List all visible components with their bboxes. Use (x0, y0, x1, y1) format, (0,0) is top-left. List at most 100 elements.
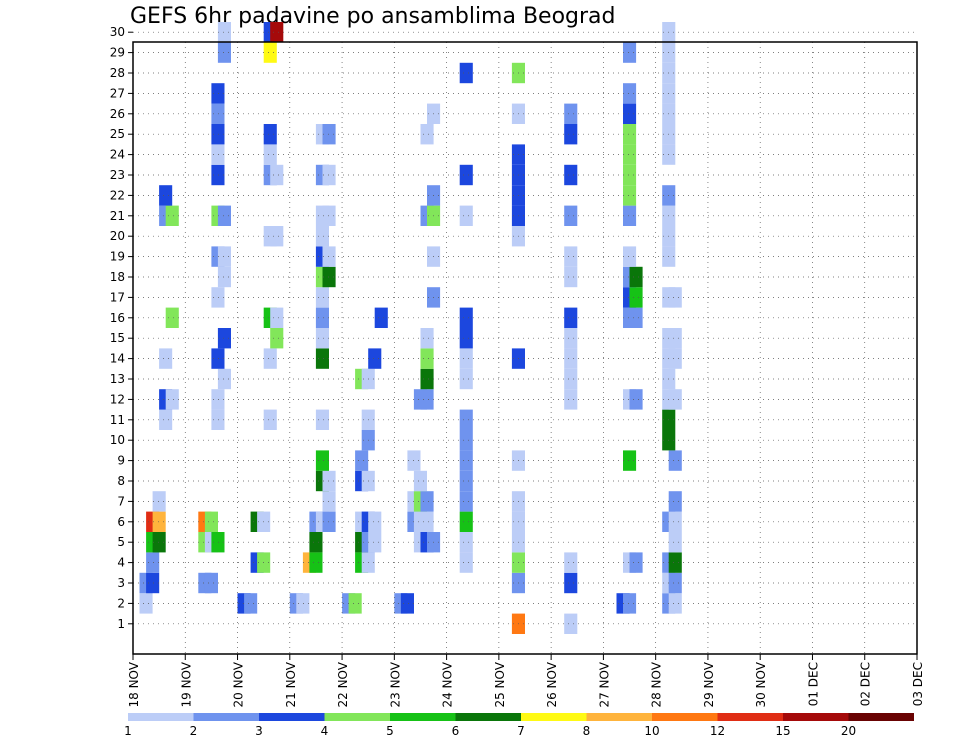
y-tick-label: 20 (110, 229, 125, 243)
y-tick-label: 14 (110, 352, 125, 366)
y-tick-label: 7 (117, 494, 125, 508)
heat-cell (668, 572, 682, 594)
heat-cell (211, 103, 225, 124)
legend-swatch (259, 713, 325, 721)
heat-cell (668, 491, 682, 512)
x-tick-label: 23 NOV (388, 661, 402, 707)
legend-swatch (652, 713, 718, 721)
heat-cell (270, 164, 284, 186)
heat-cell (668, 287, 682, 308)
y-tick-label: 19 (110, 250, 125, 264)
legend-swatch (324, 713, 390, 721)
heat-cell (623, 246, 637, 267)
heat-cell (564, 572, 578, 594)
heat-cell (348, 593, 362, 614)
heat-cell (668, 552, 682, 573)
heat-cell (146, 572, 160, 594)
heat-cell (152, 511, 166, 532)
heat-cell (159, 409, 173, 430)
heat-cell (296, 593, 310, 614)
heat-cell (564, 205, 578, 226)
legend-label: 7 (517, 724, 525, 738)
heat-cell (623, 593, 637, 614)
heat-cell (211, 144, 225, 165)
legend-label: 2 (190, 724, 198, 738)
y-tick-label: 5 (117, 535, 125, 549)
heat-cell (564, 124, 578, 145)
heat-cell (204, 572, 218, 594)
heat-cell (623, 124, 637, 145)
heat-cell (270, 328, 284, 349)
x-tick-label: 21 NOV (284, 661, 298, 707)
heat-cell (368, 511, 382, 532)
heat-cell (315, 348, 329, 369)
heat-cell (211, 389, 225, 410)
heat-cell (152, 532, 166, 553)
y-tick-label: 22 (110, 188, 125, 202)
legend-swatch (455, 713, 521, 721)
heat-cell (564, 266, 578, 288)
heat-cell (459, 450, 473, 471)
heat-cell (420, 511, 434, 532)
legend-label: 1 (124, 724, 132, 738)
heat-cell (459, 368, 473, 390)
legend-label: 3 (255, 724, 263, 738)
heat-cell (211, 409, 225, 430)
y-tick-label: 11 (110, 413, 125, 427)
heat-cell (315, 287, 329, 308)
heat-cell (459, 307, 473, 328)
heat-cell (374, 307, 388, 328)
heat-cell (420, 348, 434, 369)
x-tick-label: 24 NOV (441, 661, 455, 707)
heat-cell (623, 144, 637, 165)
plot-frame (132, 41, 918, 655)
y-tick-label: 23 (110, 168, 125, 182)
heat-cell (315, 450, 329, 471)
x-tick-label: 30 NOV (754, 661, 768, 707)
heat-cell (564, 613, 578, 634)
heat-cell (165, 389, 179, 410)
heat-cell (315, 226, 329, 247)
y-tick-label: 21 (110, 209, 125, 223)
legend-swatch (586, 713, 652, 721)
heat-cell (668, 450, 682, 471)
heat-cell (413, 470, 427, 492)
grid-layer (133, 31, 917, 654)
legend-swatch (128, 713, 194, 721)
heat-cell (623, 103, 637, 124)
heat-cell (211, 532, 225, 553)
y-tick-label: 2 (117, 596, 125, 610)
heat-cell (459, 470, 473, 492)
heat-cell (309, 552, 323, 573)
y-tick-label: 3 (117, 576, 125, 590)
heat-cell (420, 124, 434, 145)
heat-cell (270, 307, 284, 328)
heat-cell (629, 389, 643, 410)
x-tick-label: 02 DEC (859, 662, 873, 706)
heat-cell (368, 532, 382, 553)
y-tick-label: 26 (110, 107, 125, 121)
legend-label: 15 (775, 724, 790, 738)
legend-label: 6 (452, 724, 460, 738)
y-tick-label: 24 (110, 148, 125, 162)
heat-cell (623, 83, 637, 104)
legend-label: 8 (583, 724, 591, 738)
heat-cell (263, 409, 277, 430)
heat-cell (459, 491, 473, 512)
heat-cell (217, 42, 231, 63)
heat-cell (459, 511, 473, 532)
heat-cell (459, 430, 473, 451)
y-tick-label: 30 (110, 25, 125, 39)
x-tick-label: 19 NOV (179, 661, 193, 707)
y-tick-label: 27 (110, 86, 125, 100)
heat-cell (217, 368, 231, 390)
heat-cell (322, 205, 336, 226)
heat-cell (159, 348, 173, 369)
heat-cell (211, 83, 225, 104)
heat-cell (623, 185, 637, 206)
legend-swatch (717, 713, 783, 721)
legend-swatch (521, 713, 587, 721)
x-tick-label: 29 NOV (702, 661, 716, 707)
heat-cell (623, 164, 637, 186)
heat-cell (211, 164, 225, 186)
